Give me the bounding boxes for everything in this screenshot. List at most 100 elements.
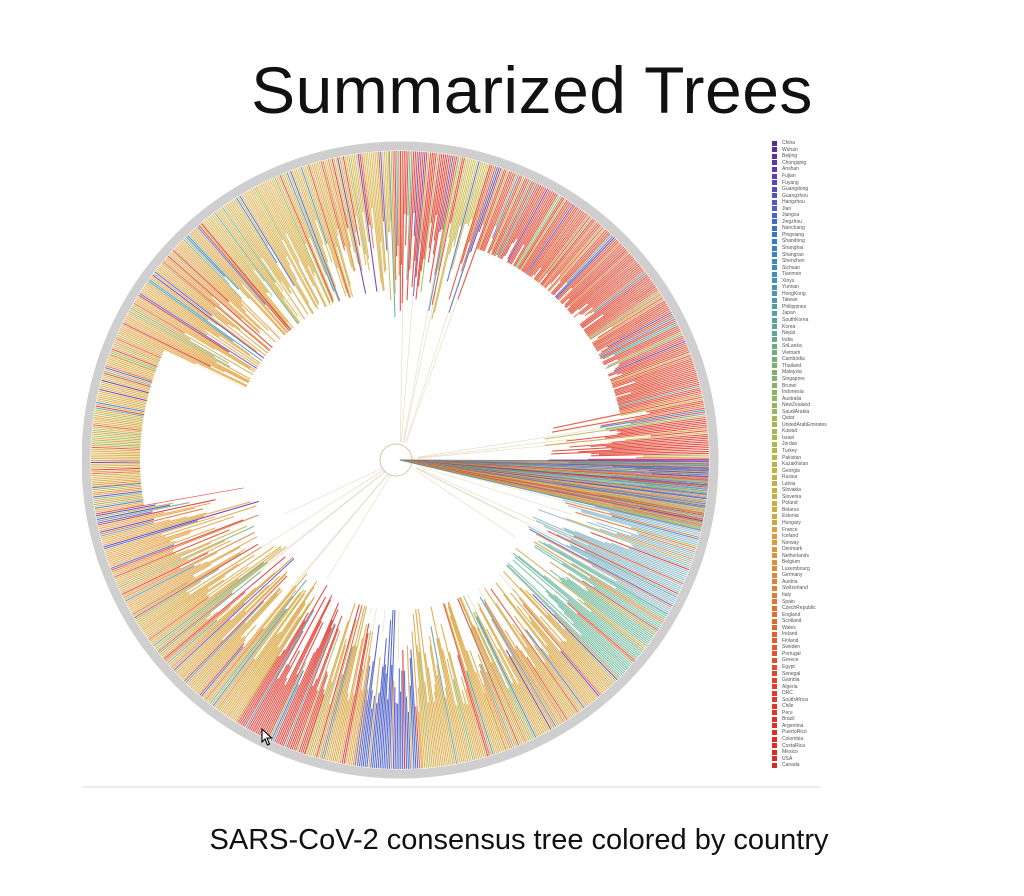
- legend-label: England: [782, 611, 801, 618]
- legend-label: Slovakia: [782, 487, 801, 494]
- legend-label: Shangrao: [782, 251, 804, 258]
- legend-item: Shandong: [772, 238, 852, 245]
- legend-label: Shanghai: [782, 245, 804, 252]
- legend-item: Pakistan: [772, 454, 852, 461]
- legend-label: Canada: [782, 762, 800, 769]
- legend-item: Slovenia: [772, 494, 852, 501]
- legend-label: Latvia: [782, 480, 796, 487]
- legend-label: Hangzhou: [782, 199, 805, 206]
- legend-item: Shenzhen: [772, 258, 852, 265]
- legend-swatch: [772, 638, 777, 644]
- legend-label: Poland: [782, 500, 798, 507]
- legend-item: Wales: [772, 624, 852, 631]
- legend-swatch: [772, 337, 777, 343]
- legend-item: Korea: [772, 323, 852, 330]
- legend-label: Iceland: [782, 533, 799, 540]
- legend-item: Latvia: [772, 480, 852, 487]
- legend-swatch: [772, 356, 777, 362]
- legend-swatch: [772, 664, 777, 670]
- legend-label: UnitedArabEmirates: [782, 421, 827, 428]
- legend-label: Hungary: [782, 519, 801, 526]
- legend-swatch: [772, 657, 777, 663]
- legend-item: Luxembourg: [772, 566, 852, 573]
- legend-swatch: [772, 383, 777, 388]
- legend-swatch: [772, 252, 777, 258]
- legend-swatch: [772, 455, 777, 461]
- legend-swatch: [772, 153, 777, 159]
- legend-item: Jian: [772, 205, 852, 212]
- legend-swatch: [772, 278, 777, 284]
- legend-label: Scotland: [782, 618, 802, 625]
- legend-swatch: [772, 258, 777, 264]
- legend-item: Italy: [772, 592, 852, 599]
- legend-item: Belgium: [772, 559, 852, 566]
- legend-swatch: [772, 166, 777, 172]
- legend-label: SouthKorea: [782, 317, 809, 324]
- legend-item: Kuwait: [772, 428, 852, 435]
- legend-item: Guangdong: [772, 186, 852, 193]
- legend-item: Hangzhou: [772, 199, 852, 206]
- legend-swatch: [772, 500, 777, 506]
- legend-label: CostaRica: [782, 742, 806, 749]
- legend-label: Portugal: [782, 650, 801, 657]
- legend-swatch: [772, 592, 777, 598]
- legend-swatch: [772, 330, 777, 336]
- legend-swatch: [772, 644, 777, 650]
- legend-label: Guangdong: [782, 186, 809, 193]
- legend-label: Indonesia: [782, 389, 804, 396]
- circular-tree: [82, 141, 719, 779]
- legend-label: Pakistan: [782, 454, 802, 461]
- legend-label: Brunei: [782, 382, 797, 389]
- legend-item: Yunnan: [772, 284, 852, 291]
- legend-label: Philippines: [782, 303, 807, 310]
- legend-swatch: [772, 716, 777, 722]
- legend-swatch: [772, 428, 777, 434]
- legend-swatch: [772, 494, 777, 500]
- legend-label: Chongqing: [782, 159, 807, 166]
- legend-swatch: [772, 199, 777, 205]
- legend-label: Taiwan: [782, 297, 798, 304]
- legend-label: Italy: [782, 592, 792, 598]
- legend-item: Beijing: [772, 153, 852, 160]
- legend-item: DRC: [772, 690, 852, 697]
- legend-item: Iceland: [772, 533, 852, 540]
- legend-label: USA: [782, 755, 793, 762]
- legend-item: Jiangsu: [772, 212, 852, 219]
- legend-swatch: [772, 710, 777, 716]
- legend-swatch: [772, 697, 777, 703]
- legend-swatch: [772, 736, 777, 742]
- legend-label: SaudiArabia: [782, 408, 810, 415]
- legend-label: Qatar: [782, 415, 795, 422]
- legend-item: SouthAfrica: [772, 696, 852, 703]
- legend-item: Australia: [772, 395, 852, 402]
- legend-item: Spain: [772, 598, 852, 605]
- legend-label: Luxembourg: [782, 565, 810, 572]
- legend-item: Brunei: [772, 382, 852, 389]
- legend-label: Slovenia: [782, 493, 802, 500]
- legend-swatch: [772, 441, 777, 447]
- legend-swatch: [772, 651, 777, 657]
- legend-item: France: [772, 526, 852, 533]
- legend-item: Sweden: [772, 644, 852, 651]
- legend-swatch: [772, 304, 777, 310]
- legend-swatch: [772, 540, 777, 546]
- legend-swatch: [772, 599, 777, 605]
- legend-item: Switzerland: [772, 585, 852, 592]
- legend-item: Jingzhou: [772, 219, 852, 226]
- legend-label: France: [782, 526, 798, 533]
- legend-item: USA: [772, 755, 852, 762]
- legend-label: Senegal: [782, 670, 801, 677]
- legend-swatch: [772, 474, 777, 480]
- legend-swatch: [772, 238, 777, 244]
- legend-swatch: [772, 729, 777, 735]
- legend-label: Thailand: [782, 362, 802, 369]
- legend-label: Fuyang: [782, 179, 799, 186]
- legend-item: Norway: [772, 539, 852, 546]
- legend-swatch: [772, 703, 777, 709]
- legend-label: Sweden: [782, 644, 801, 651]
- legend-swatch: [772, 461, 777, 467]
- legend-item: Indonesia: [772, 389, 852, 396]
- legend-swatch: [772, 612, 777, 618]
- legend-swatch: [772, 225, 777, 231]
- legend-label: Sichuan: [782, 264, 801, 271]
